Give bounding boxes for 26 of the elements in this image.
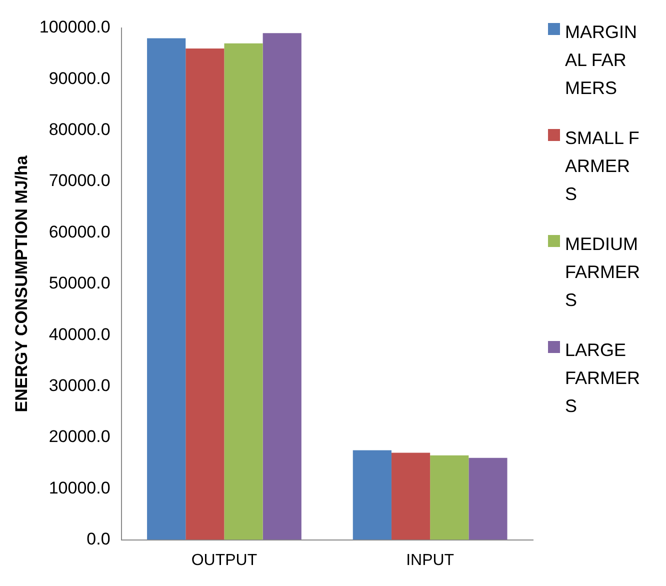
y-tick-label: 30000.0: [48, 376, 110, 395]
y-tick-label: 10000.0: [48, 478, 110, 498]
legend-label: SMALL FARMERS: [565, 127, 640, 206]
x-tick-label: OUTPUT: [191, 552, 258, 569]
y-tick-label: 0.0: [86, 529, 110, 548]
bar: [468, 458, 508, 540]
y-tick-label: 100000.0: [39, 18, 110, 37]
y-tick-label: 80000.0: [48, 120, 110, 140]
bar: [224, 43, 263, 540]
bar: [352, 450, 392, 540]
bar: [186, 48, 224, 540]
legend-label: MEDIUM FARMERS: [565, 233, 640, 312]
y-tick-label: 90000.0: [48, 68, 110, 88]
x-tick-label: INPUT: [406, 552, 454, 569]
legend-label: MARGINAL FARMERS: [565, 21, 638, 100]
bar: [262, 33, 302, 540]
bar: [391, 452, 430, 540]
y-axis-title: ENERGY CONSUMPTION MJ/ha: [12, 155, 31, 412]
y-tick-label: 50000.0: [48, 274, 110, 293]
y-tick-label: 40000.0: [48, 324, 110, 344]
y-tick-label: 60000.0: [48, 222, 110, 242]
legend-label: LARGE FARMERS: [565, 339, 640, 418]
bar: [430, 455, 469, 540]
bar: [147, 38, 186, 540]
y-tick-label: 70000.0: [48, 171, 110, 190]
y-tick-label: 20000.0: [48, 427, 110, 446]
